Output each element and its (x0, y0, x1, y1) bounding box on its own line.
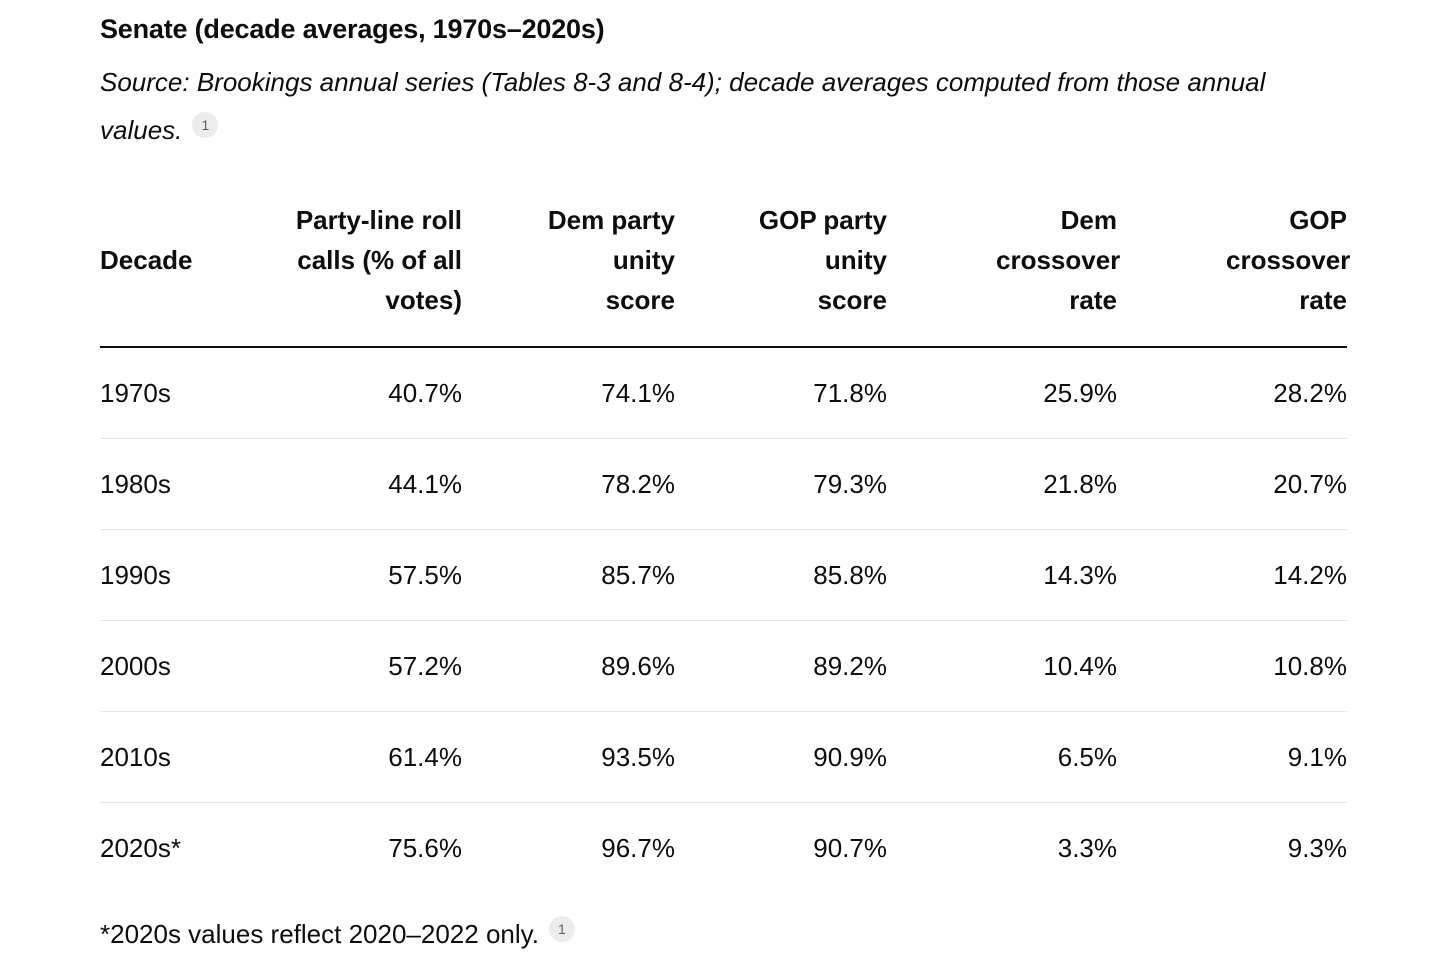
cell-gop-unity: 71.8% (813, 377, 887, 408)
column-header-gop-crossover-rate: GOP crossover rate (1226, 205, 1351, 315)
cell-party-line: 44.1% (388, 468, 462, 499)
cell-decade: 1980s (100, 468, 171, 499)
cell-dem-unity: 96.7% (601, 832, 675, 863)
cell-gop-crossover: 28.2% (1273, 377, 1347, 408)
column-header-party-line-roll-calls: Party-line roll calls (% of all votes) (295, 205, 462, 315)
cell-gop-unity: 89.2% (813, 650, 887, 681)
cell-gop-unity: 90.7% (813, 832, 887, 863)
cell-decade: 2010s (100, 741, 171, 772)
cell-gop-crossover: 9.1% (1287, 741, 1347, 772)
table-header-row: Decade Party-line roll calls (% of all v… (100, 200, 1351, 347)
cell-party-line: 57.5% (388, 559, 462, 590)
cell-dem-crossover: 25.9% (1043, 377, 1117, 408)
cell-dem-unity: 85.7% (601, 559, 675, 590)
cell-gop-crossover: 10.8% (1273, 650, 1347, 681)
table-row-1980s: 1980s 44.1% 78.2% 79.3% 21.8% 20.7% (100, 438, 1347, 530)
cell-decade: 1990s (100, 559, 171, 590)
table-row-1970s: 1970s 40.7% 74.1% 71.8% 25.9% 28.2% (100, 347, 1347, 439)
citation-badge[interactable]: 1 (192, 112, 219, 138)
table-row-1990s: 1990s 57.5% 85.7% 85.8% 14.3% 14.2% (100, 529, 1347, 621)
cell-decade: 2020s* (100, 832, 181, 863)
table-row-2000s: 2000s 57.2% 89.6% 89.2% 10.4% 10.8% (100, 620, 1347, 712)
cell-dem-crossover: 6.5% (1057, 741, 1117, 772)
cell-party-line: 75.6% (388, 832, 462, 863)
cell-dem-crossover: 14.3% (1043, 559, 1117, 590)
cell-gop-unity: 85.8% (813, 559, 887, 590)
cell-party-line: 57.2% (388, 650, 462, 681)
cell-dem-unity: 78.2% (601, 468, 675, 499)
cell-party-line: 40.7% (388, 377, 462, 408)
cell-gop-crossover: 20.7% (1273, 468, 1347, 499)
cell-gop-crossover: 14.2% (1273, 559, 1347, 590)
cell-gop-crossover: 9.3% (1287, 832, 1347, 863)
cell-party-line: 61.4% (388, 741, 462, 772)
column-header-decade: Decade (100, 245, 193, 275)
footnote-text: *2020s values reflect 2020–2022 only. (100, 919, 539, 949)
cell-dem-unity: 93.5% (601, 741, 675, 772)
column-header-dem-crossover-rate: Dem crossover rate (996, 205, 1121, 315)
cell-gop-unity: 90.9% (813, 741, 887, 772)
cell-gop-unity: 79.3% (813, 468, 887, 499)
table-row-2010s: 2010s 61.4% 93.5% 90.9% 6.5% 9.1% (100, 711, 1347, 803)
cell-dem-crossover: 21.8% (1043, 468, 1117, 499)
citation-badge[interactable]: 1 (548, 916, 575, 942)
cell-decade: 2000s (100, 650, 171, 681)
cell-dem-unity: 74.1% (601, 377, 675, 408)
table-row-2020s: 2020s* 75.6% 96.7% 90.7% 3.3% 9.3% (100, 802, 1347, 894)
cell-dem-crossover: 10.4% (1043, 650, 1117, 681)
cell-decade: 1970s (100, 377, 171, 408)
senate-decade-table: Decade Party-line roll calls (% of all v… (100, 200, 1351, 894)
source-note: Source: Brookings annual series (Tables … (100, 58, 1310, 154)
column-header-gop-party-unity-score: GOP party unity score (758, 205, 887, 315)
cell-dem-unity: 89.6% (601, 650, 675, 681)
footnote: *2020s values reflect 2020–2022 only. 1 (100, 915, 1347, 953)
source-text: Source: Brookings annual series (Tables … (100, 67, 1266, 145)
column-header-dem-party-unity-score: Dem party unity score (547, 205, 675, 315)
page-title: Senate (decade averages, 1970s–2020s) (100, 14, 605, 44)
cell-dem-crossover: 3.3% (1057, 832, 1117, 863)
